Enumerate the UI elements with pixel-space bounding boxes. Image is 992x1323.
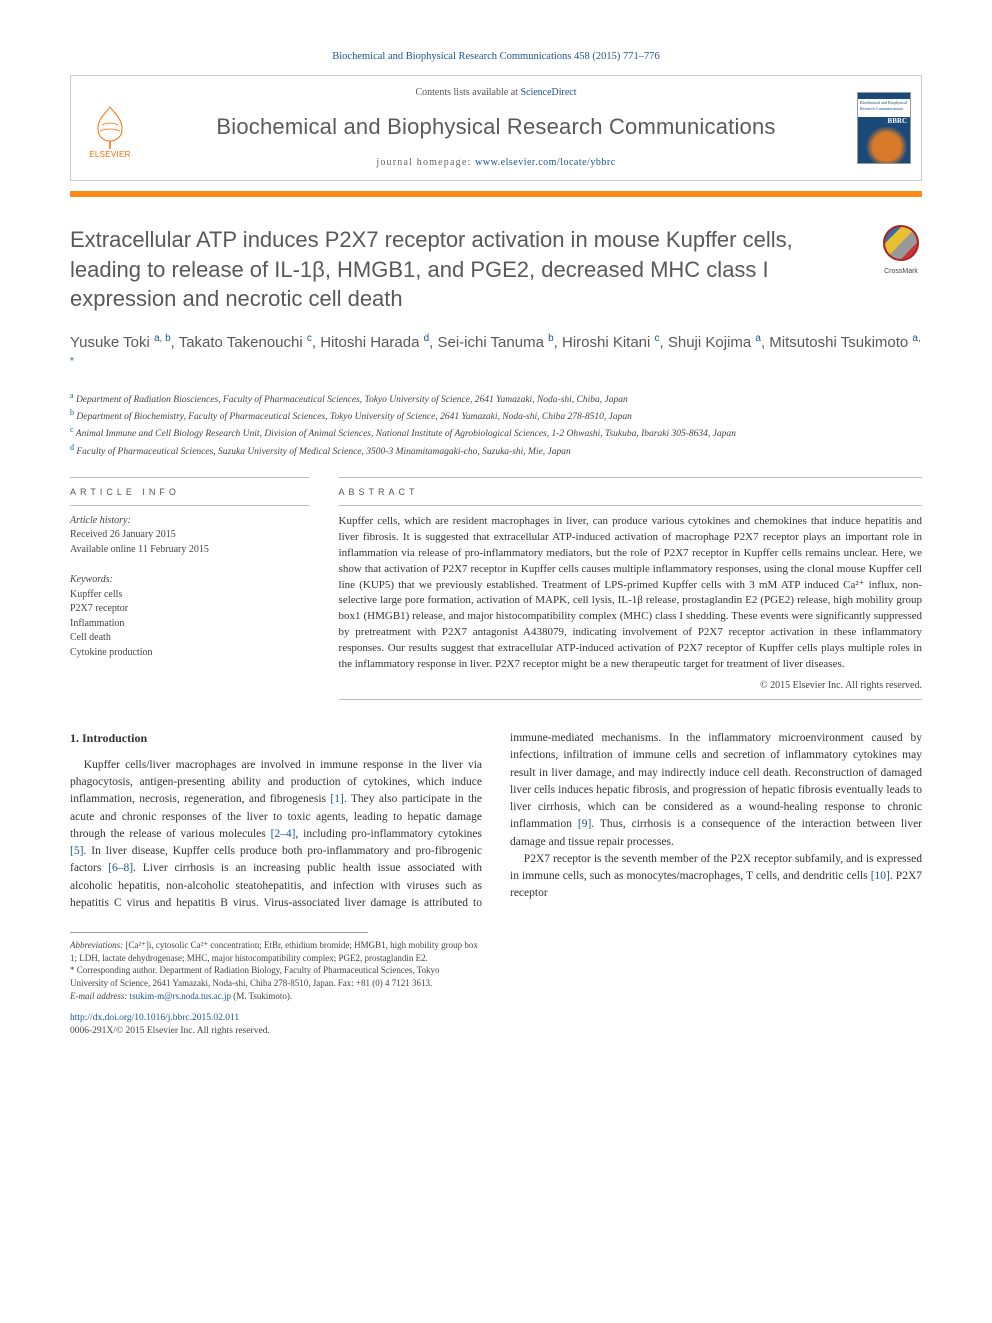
corresponding-email-link[interactable]: tsukim-m@rs.noda.tus.ac.jp [130,991,231,1001]
body-two-columns: 1. Introduction Kupffer cells/liver macr… [70,730,922,912]
ref-1[interactable]: [1] [330,793,343,805]
homepage-prefix: journal homepage: [376,157,475,168]
crossmark-badge[interactable]: CrossMark [880,225,922,276]
abstract-column: ABSTRACT Kupffer cells, which are reside… [339,477,922,700]
keyword-item: Cell death [70,631,309,646]
cover-title-band: Biochemical and Biophysical Research Com… [858,99,910,117]
journal-header-panel: ELSEVIER Biochemical and Biophysical Res… [70,75,922,182]
elsevier-tree-icon [90,105,130,149]
abbreviations-footnote: Abbreviations: [Ca²⁺]i, cytosolic Ca²⁺ c… [70,939,479,964]
ref-2-4[interactable]: [2–4] [271,828,296,840]
email-footnote: E-mail address: tsukim-m@rs.noda.tus.ac.… [70,990,479,1003]
journal-homepage-line: journal homepage: www.elsevier.com/locat… [85,156,907,170]
keyword-item: Kupffer cells [70,588,309,603]
issn-copyright-line: 0006-291X/© 2015 Elsevier Inc. All right… [70,1025,922,1038]
journal-cover-thumbnail: Biochemical and Biophysical Research Com… [857,92,911,164]
affiliation-line: b Department of Biochemistry, Faculty of… [70,407,922,424]
elsevier-logo: ELSEVIER [81,96,139,160]
doi-link[interactable]: http://dx.doi.org/10.1016/j.bbrc.2015.02… [70,1013,239,1023]
abstract-copyright: © 2015 Elsevier Inc. All rights reserved… [339,679,922,693]
doi-line: http://dx.doi.org/10.1016/j.bbrc.2015.02… [70,1012,922,1025]
history-head: Article history: [70,514,309,529]
affiliation-line: a Department of Radiation Biosciences, F… [70,390,922,407]
journal-name: Biochemical and Biophysical Research Com… [85,112,907,143]
crossmark-label: CrossMark [880,267,922,277]
history-received: Received 26 January 2015 [70,528,309,543]
ref-5[interactable]: [5] [70,845,83,857]
footnotes: Abbreviations: [Ca²⁺]i, cytosolic Ca²⁺ c… [70,939,479,1002]
citation-line: Biochemical and Biophysical Research Com… [70,50,922,65]
crossmark-icon [883,225,919,261]
orange-divider [70,191,922,197]
abstract-label: ABSTRACT [339,478,922,505]
abstract-text: Kupffer cells, which are resident macrop… [339,514,922,673]
history-online: Available online 11 February 2015 [70,543,309,558]
keyword-item: Inflammation [70,617,309,632]
keyword-item: Cytokine production [70,646,309,661]
ref-6-8[interactable]: [6–8] [108,862,133,874]
keywords-head: Keywords: [70,573,309,588]
affiliations: a Department of Radiation Biosciences, F… [70,390,922,460]
article-title: Extracellular ATP induces P2X7 receptor … [70,225,866,312]
affiliation-line: c Animal Immune and Cell Biology Researc… [70,424,922,441]
intro-paragraph-2: P2X7 receptor is the seventh member of t… [510,851,922,903]
contents-prefix: Contents lists available at [415,87,520,98]
footnote-rule [70,932,368,933]
keyword-item: P2X7 receptor [70,602,309,617]
keywords-block: Keywords: Kupffer cellsP2X7 receptorInfl… [70,573,309,660]
ref-10[interactable]: [10] [871,870,890,882]
article-history: Article history: Received 26 January 201… [70,514,309,558]
elsevier-wordmark: ELSEVIER [89,149,131,160]
sciencedirect-link[interactable]: ScienceDirect [520,87,576,98]
journal-homepage-link[interactable]: www.elsevier.com/locate/ybbrc [475,157,615,168]
cover-acronym: BBRC [858,117,910,127]
article-info-column: ARTICLE INFO Article history: Received 2… [70,477,309,700]
corresponding-author-footnote: * Corresponding author. Department of Ra… [70,964,479,989]
affiliation-line: d Faculty of Pharmaceutical Sciences, Su… [70,442,922,459]
author-list: Yusuke Toki a, b, Takato Takenouchi c, H… [70,331,922,378]
intro-heading: 1. Introduction [70,730,482,747]
contents-available-line: Contents lists available at ScienceDirec… [85,86,907,100]
ref-9[interactable]: [9] [578,818,591,830]
article-info-label: ARTICLE INFO [70,478,309,505]
